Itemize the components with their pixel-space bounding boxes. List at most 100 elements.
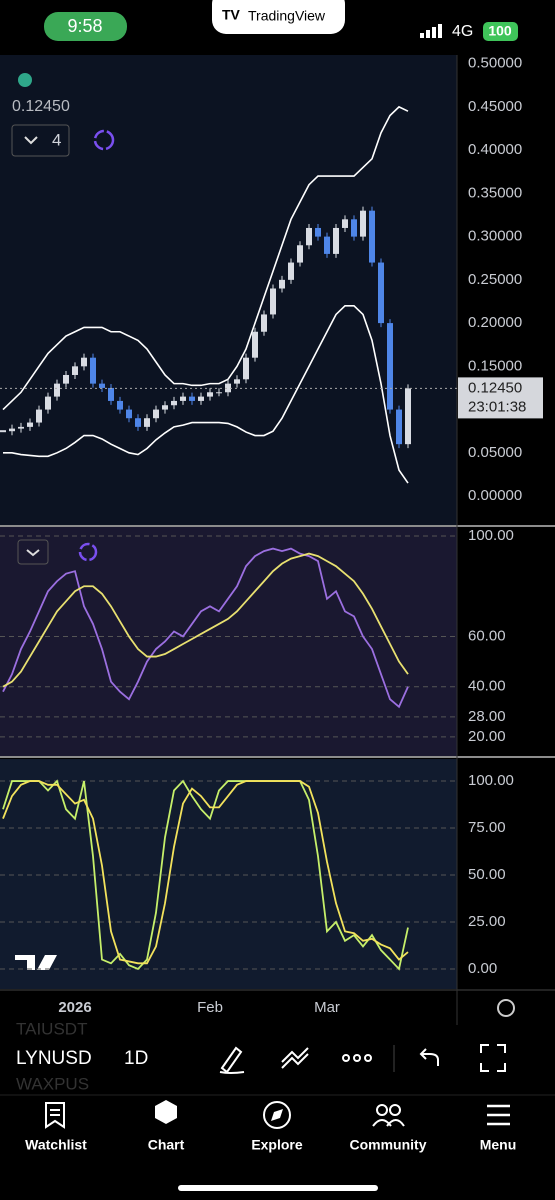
app-pill bbox=[212, 0, 345, 34]
candle bbox=[243, 357, 249, 380]
draw-icon[interactable] bbox=[219, 1046, 245, 1074]
candle bbox=[198, 396, 204, 401]
x-tick-label: 2026 bbox=[58, 999, 91, 1016]
candle bbox=[207, 392, 213, 397]
y-tick-label: 25.00 bbox=[468, 913, 506, 930]
candle bbox=[72, 366, 78, 375]
candle bbox=[180, 396, 186, 401]
network: 4G bbox=[452, 23, 473, 40]
candle bbox=[63, 374, 69, 384]
y-tick-label: 0.00 bbox=[468, 960, 497, 977]
candle bbox=[378, 262, 384, 324]
y-tick-label: 0.05000 bbox=[468, 444, 522, 461]
candle bbox=[288, 262, 294, 280]
y-tick-label: 0.40000 bbox=[468, 141, 522, 158]
sync-icon[interactable] bbox=[78, 542, 98, 562]
battery-level: 100 bbox=[488, 23, 512, 39]
y-tick-label: 0.15000 bbox=[468, 357, 522, 374]
candle bbox=[324, 236, 330, 254]
candle bbox=[36, 409, 42, 423]
menu-icon bbox=[487, 1104, 510, 1126]
nav-label[interactable]: Community bbox=[350, 1137, 427, 1153]
y-tick-label: 100.00 bbox=[468, 527, 514, 544]
app-logo: TV bbox=[222, 7, 241, 23]
x-tick-label: Mar bbox=[314, 999, 340, 1016]
app-name: TradingView bbox=[248, 8, 326, 24]
more-icon[interactable] bbox=[342, 1054, 372, 1062]
candle bbox=[405, 388, 411, 445]
symbol[interactable]: LYNUSD bbox=[16, 1048, 92, 1069]
indicators-toggle[interactable] bbox=[11, 124, 70, 157]
candle bbox=[396, 409, 402, 445]
candle bbox=[45, 396, 51, 410]
battery bbox=[483, 22, 518, 41]
explore-icon bbox=[263, 1101, 291, 1129]
bollinger-band bbox=[3, 304, 409, 484]
candle bbox=[387, 323, 393, 410]
candle bbox=[144, 418, 150, 427]
indicator-line bbox=[2, 547, 409, 709]
candle bbox=[99, 383, 105, 388]
candle bbox=[153, 409, 159, 419]
stoch-pane bbox=[0, 759, 457, 989]
candle bbox=[162, 405, 168, 410]
candle bbox=[342, 219, 348, 228]
nav-label[interactable]: Watchlist bbox=[25, 1137, 87, 1153]
candle bbox=[360, 210, 366, 237]
y-tick-label: 0.30000 bbox=[468, 228, 522, 245]
tv-watermark bbox=[15, 955, 57, 970]
rsi-toggle[interactable] bbox=[17, 539, 49, 565]
candle bbox=[216, 392, 222, 394]
indicator-line bbox=[2, 552, 409, 688]
status-time: 9:58 bbox=[67, 16, 102, 36]
y-tick-label: 0.50000 bbox=[468, 55, 522, 72]
sync-icon[interactable] bbox=[93, 129, 115, 151]
chevron bbox=[24, 136, 38, 145]
candle bbox=[333, 227, 339, 254]
y-tick-label: 28.00 bbox=[468, 708, 506, 725]
bollinger-band bbox=[2, 105, 409, 411]
candle bbox=[351, 219, 357, 237]
candle bbox=[0, 430, 6, 433]
settings-icon[interactable] bbox=[497, 999, 515, 1017]
y-tick-label: 0.20000 bbox=[468, 314, 522, 331]
home-indicator bbox=[178, 1185, 378, 1191]
symbol-behind: TAIUSDT bbox=[16, 1019, 87, 1038]
indicator-count: 4 bbox=[52, 130, 61, 149]
y-tick-label: 100.00 bbox=[468, 772, 514, 789]
candle bbox=[18, 426, 24, 429]
y-tick-label: 60.00 bbox=[468, 627, 506, 644]
signal-icon bbox=[420, 24, 442, 38]
candle bbox=[81, 357, 87, 367]
chart-icon bbox=[155, 1100, 177, 1124]
candle bbox=[171, 400, 177, 406]
candle bbox=[306, 227, 312, 246]
live-dot bbox=[18, 73, 32, 87]
indicators-icon[interactable] bbox=[281, 1047, 309, 1069]
last-price: 0.12450 bbox=[12, 98, 70, 115]
y-tick-label: 0.35000 bbox=[468, 184, 522, 201]
indicator-line bbox=[2, 780, 409, 965]
x-tick-label: Feb bbox=[197, 999, 223, 1016]
time-pill bbox=[44, 12, 127, 41]
candle bbox=[135, 418, 141, 427]
candle bbox=[90, 357, 96, 384]
candle bbox=[279, 279, 285, 289]
watchlist-icon bbox=[45, 1102, 65, 1129]
y-tick-label: 20.00 bbox=[468, 728, 506, 745]
candle bbox=[252, 331, 258, 358]
fullscreen-icon[interactable] bbox=[480, 1044, 506, 1072]
y-tick-label: 0.00000 bbox=[468, 487, 522, 504]
candle bbox=[9, 428, 15, 432]
candle bbox=[126, 409, 132, 419]
nav-label[interactable]: Explore bbox=[251, 1137, 303, 1153]
interval[interactable]: 1D bbox=[124, 1048, 148, 1069]
nav-label[interactable]: Menu bbox=[480, 1137, 517, 1153]
nav-label[interactable]: Chart bbox=[148, 1137, 185, 1153]
undo-icon[interactable] bbox=[419, 1048, 439, 1066]
y-tick-label: 0.45000 bbox=[468, 98, 522, 115]
y-tick-label: 50.00 bbox=[468, 866, 506, 883]
candle bbox=[261, 314, 267, 332]
